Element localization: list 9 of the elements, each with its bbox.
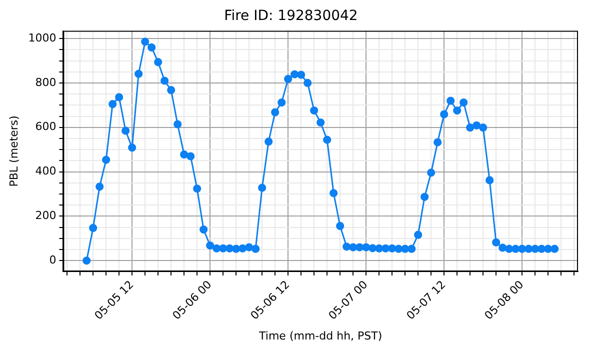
y-axis-title: PBL (meters) — [7, 116, 20, 187]
y-tick-label: 200 — [35, 209, 56, 222]
x-axis-title: Time (mm-dd hh, PST) — [258, 329, 382, 342]
y-tick-label: 1000 — [28, 31, 56, 44]
y-tick-label: 0 — [49, 253, 56, 266]
y-tick-label: 400 — [35, 164, 56, 178]
y-tick-label: 800 — [35, 76, 56, 89]
y-tick-label: 600 — [35, 120, 56, 134]
chart-title: Fire ID: 192830042 — [224, 8, 358, 24]
